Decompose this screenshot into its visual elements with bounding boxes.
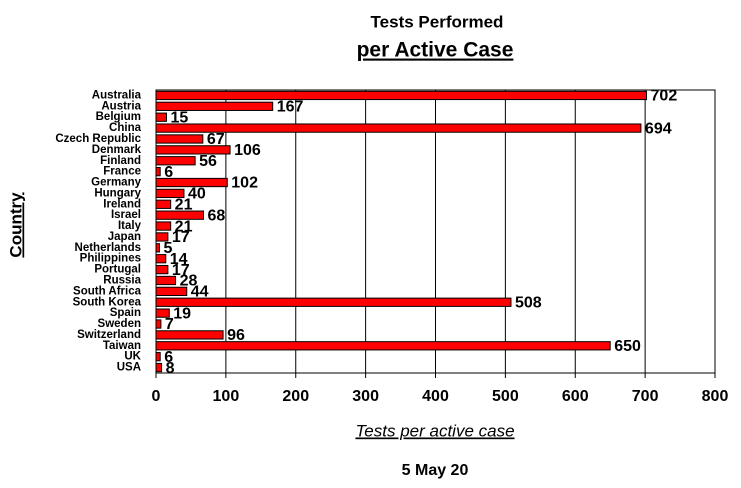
y-tick-label: Australia (92, 89, 142, 101)
value-label: 694 (645, 120, 672, 137)
x-tick-label: 400 (422, 388, 449, 405)
value-label: 40 (188, 186, 206, 203)
y-tick-label: South Korea (73, 296, 142, 308)
value-label: 650 (614, 338, 641, 355)
bar (155, 264, 169, 275)
value-label: 106 (234, 142, 261, 159)
chart-subtitle: per Active Case (357, 39, 514, 62)
y-tick-label: France (103, 166, 141, 178)
value-label: 56 (199, 153, 217, 170)
bar (155, 101, 274, 111)
bar (155, 352, 161, 362)
bar (155, 221, 172, 231)
x-tick-label: 500 (492, 388, 519, 405)
y-tick-label: Finland (100, 155, 141, 167)
y-tick-label: Israel (111, 209, 141, 221)
bar (155, 156, 196, 166)
x-tick-label: 300 (352, 388, 379, 405)
value-label: 28 (180, 273, 198, 290)
y-tick-label: Netherlands (75, 242, 141, 254)
y-tick-label: Portugal (94, 264, 141, 276)
y-tick-label: China (109, 122, 142, 134)
y-tick-label: Denmark (92, 144, 142, 156)
y-axis-label: Country (6, 192, 25, 258)
bar (155, 341, 611, 351)
y-tick-label: Hungary (94, 187, 141, 199)
footer: 5 May 20 (402, 462, 469, 479)
bar (155, 232, 169, 242)
y-tick-label: Russia (103, 275, 141, 287)
x-tick-label: 600 (562, 388, 589, 405)
value-label: 14 (170, 251, 188, 268)
bar (155, 319, 162, 329)
value-label: 96 (227, 327, 245, 344)
y-tick-label: Spain (110, 307, 141, 319)
x-tick-label: 100 (213, 388, 240, 405)
y-tick-label: Italy (118, 220, 142, 232)
bar (155, 286, 188, 297)
value-label: 44 (191, 284, 209, 301)
y-tick-label: Switzerland (77, 329, 141, 341)
y-tick-label: Philippines (80, 253, 141, 265)
x-tick-label: 800 (702, 388, 729, 405)
y-tick-label: USA (117, 362, 141, 374)
value-label: 68 (208, 207, 226, 224)
value-label: 19 (173, 305, 191, 322)
value-label: 102 (231, 175, 258, 192)
bar (155, 145, 231, 155)
value-label: 17 (172, 229, 190, 246)
value-label: 21 (175, 197, 193, 214)
y-tick-label: Ireland (103, 198, 141, 210)
y-tick-label: Belgium (96, 111, 141, 123)
x-tick-label: 0 (152, 388, 161, 405)
bar (155, 243, 160, 253)
value-label: 508 (515, 294, 542, 311)
bar (155, 123, 642, 133)
bar (155, 330, 224, 340)
value-label: 15 (170, 109, 188, 126)
value-label: 6 (164, 349, 173, 366)
x-tick-label: 700 (632, 388, 659, 405)
y-tick-label: Austria (101, 100, 141, 112)
bar (155, 90, 648, 101)
bar (155, 210, 205, 220)
y-tick-label: UK (124, 351, 141, 363)
y-tick-label: Sweden (98, 318, 141, 330)
chart-title: Tests Performed (371, 12, 504, 31)
value-label: 7 (165, 316, 174, 333)
value-label: 167 (277, 99, 304, 116)
bar (155, 199, 172, 209)
value-label: 5 (163, 240, 172, 257)
y-tick-label: Czech Republic (55, 133, 141, 145)
value-label: 21 (175, 218, 193, 235)
bar (155, 297, 512, 307)
bar (155, 308, 170, 318)
value-label: 8 (166, 360, 175, 377)
value-label: 67 (207, 131, 225, 148)
bar (155, 188, 185, 199)
x-tick-label: 200 (282, 388, 309, 405)
bar (155, 177, 228, 188)
bar (155, 254, 167, 264)
x-axis-label: Tests per active case (355, 421, 514, 440)
bar (155, 112, 167, 122)
value-label: 6 (164, 164, 173, 181)
bar (155, 166, 161, 177)
y-tick-label: Germany (91, 177, 141, 189)
bar (155, 275, 177, 286)
value-label: 702 (651, 88, 678, 105)
y-tick-label: Taiwan (103, 340, 141, 352)
value-label: 17 (172, 262, 190, 279)
y-tick-label: Japan (108, 231, 141, 243)
bar (155, 362, 163, 373)
bar (155, 134, 204, 144)
y-tick-label: South Africa (73, 285, 142, 297)
